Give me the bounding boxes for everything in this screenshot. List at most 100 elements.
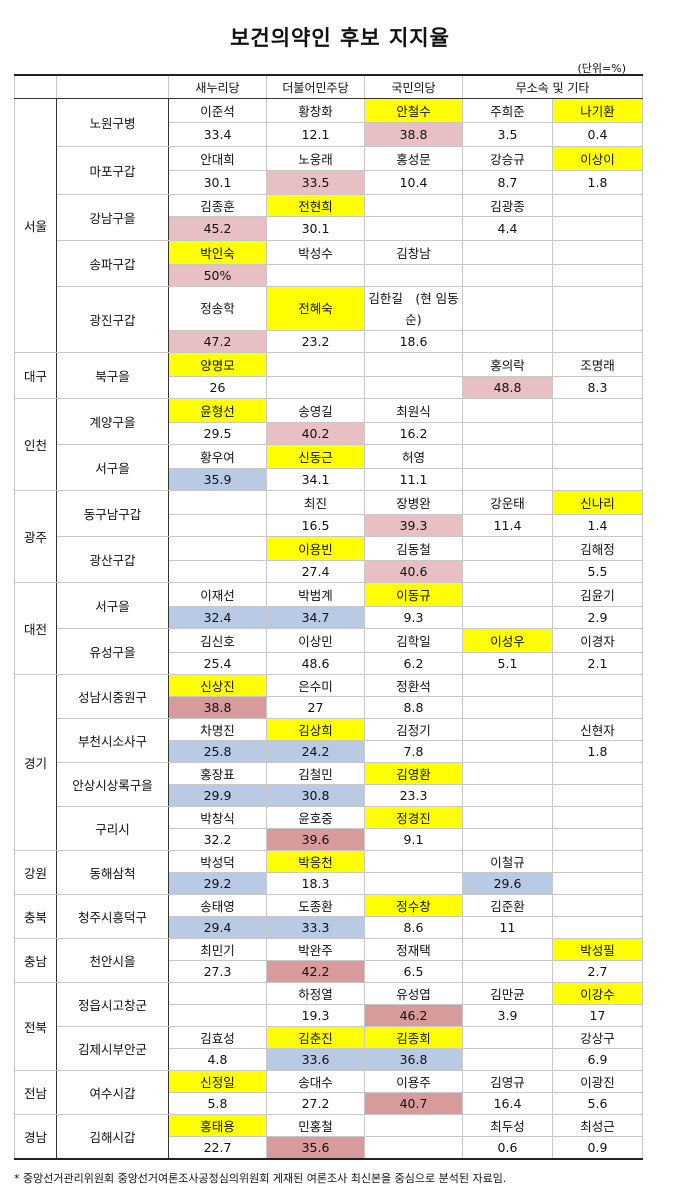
support-value: 19.3 (266, 1004, 365, 1027)
support-value: 4.4 (462, 216, 553, 241)
value-row: 38.8 27 8.8 (15, 696, 643, 719)
candidate-name: 유성엽 (364, 982, 463, 1005)
support-value (552, 872, 643, 895)
district-cell: 안상시상록구을 (56, 762, 169, 807)
candidate-name: 최성근 (552, 1114, 643, 1137)
candidate-row: 경남 김해시갑 홍태용 민홍철 최두성 최성근 (14, 1114, 643, 1159)
candidate-row: 인천 계양구을 윤형선 송영길 최원식 (14, 398, 643, 491)
region-cell: 경남 (14, 1114, 57, 1159)
candidate-name (462, 762, 553, 785)
support-value: 34.1 (266, 468, 365, 491)
candidate-name: 강승규 (462, 146, 553, 171)
candidate-name: 정환석 (364, 674, 463, 697)
candidate-name (462, 286, 553, 331)
header-kukmin: 국민의당 (364, 74, 463, 99)
support-value (462, 264, 553, 287)
candidate-name: 최민기 (168, 938, 267, 961)
candidate-row: 구리시 박창식 윤호중 정경진 (15, 806, 643, 851)
support-value: 47.2 (168, 330, 267, 353)
candidate-name: 안대희 (168, 146, 267, 171)
support-value: 30.8 (266, 784, 365, 807)
candidate-name: 윤호중 (266, 806, 365, 829)
support-value (462, 560, 553, 583)
support-value (552, 784, 643, 807)
region-cell: 인천 (14, 398, 57, 491)
support-value: 42.2 (266, 960, 365, 983)
candidate-name: 강상구 (552, 1026, 643, 1049)
candidate-name: 홍태용 (168, 1114, 267, 1137)
support-value: 3.5 (462, 122, 553, 147)
support-value: 11.4 (462, 514, 553, 537)
footnote: * 중앙선거관리위원회 중앙선거여론조사공정심의위원회 게재된 여론조사 최신본… (14, 1172, 507, 1185)
support-value: 32.4 (168, 606, 267, 629)
candidate-name: 이상이 (552, 146, 643, 171)
support-value: 11.1 (364, 468, 463, 491)
support-value (462, 1048, 553, 1071)
candidate-row: 대전 서구을 이재선 박범계 이동규 김윤기 (14, 582, 643, 675)
support-value: 9.3 (364, 606, 463, 629)
support-value (552, 216, 643, 241)
support-value: 8.3 (552, 376, 643, 399)
value-row: 22.7 35.6 0.6 0.9 (15, 1136, 643, 1159)
support-value: 16.5 (266, 514, 365, 537)
table-body: 서울 노원구병 이준석 황창화 안철수 주희준 나기환 33.4 12.1 38.8 3.5 0.4 마… (14, 98, 643, 1159)
district-cell: 여수시갑 (56, 1070, 169, 1115)
candidate-name: 박창식 (168, 806, 267, 829)
value-row: 29.2 18.3 29.6 (15, 872, 643, 895)
candidate-row: 경기 성남시중원구 신상진 은수미 정환석 (14, 674, 643, 851)
region-cell: 전북 (14, 982, 57, 1071)
support-value: 3.9 (462, 1004, 553, 1027)
support-value: 40.7 (364, 1092, 463, 1115)
candidate-name: 신정일 (168, 1070, 267, 1093)
candidate-name: 홍장표 (168, 762, 267, 785)
candidate-name (552, 674, 643, 697)
candidate-name: 홍의락 (462, 352, 553, 377)
district-cell: 부천시소사구 (56, 718, 169, 763)
support-value: 40.2 (266, 422, 365, 445)
candidate-name (552, 194, 643, 217)
candidate-row: 광산구갑 이용빈 김동철 김해정 (15, 536, 643, 583)
candidate-row: 대구 북구을 양명모 홍의락 조명래 (14, 352, 643, 399)
support-value: 27.4 (266, 560, 365, 583)
candidate-name: 김영환 (364, 762, 463, 785)
candidate-name: 김종훈 (168, 194, 267, 217)
support-value: 38.8 (364, 122, 463, 147)
district-cell: 북구을 (56, 352, 169, 399)
candidate-name (168, 982, 267, 1005)
district-cell: 김제시부안군 (56, 1026, 169, 1071)
region-cell: 대전 (14, 582, 57, 675)
support-value: 16.4 (462, 1092, 553, 1115)
candidate-name: 최진 (266, 490, 365, 515)
candidate-name: 김효성 (168, 1026, 267, 1049)
support-value: 24.2 (266, 740, 365, 763)
candidate-name: 조명래 (552, 352, 643, 377)
district-cell: 천안시을 (56, 938, 169, 983)
value-row: 5.8 27.2 40.7 16.4 5.6 (15, 1092, 643, 1115)
candidate-name: 정수창 (364, 894, 463, 917)
header-minjoo: 더불어민주당 (266, 74, 365, 99)
support-value (462, 784, 553, 807)
candidate-name (462, 240, 553, 265)
district-cell: 계양구을 (56, 398, 169, 445)
candidate-name: 김춘진 (266, 1026, 365, 1049)
support-value: 33.3 (266, 916, 365, 939)
support-value: 8.6 (364, 916, 463, 939)
candidate-name: 도종환 (266, 894, 365, 917)
region-cell: 서울 (14, 98, 57, 353)
support-value: 39.3 (364, 514, 463, 537)
support-value (462, 422, 553, 445)
candidate-name: 이철규 (462, 850, 553, 873)
candidate-name: 김준환 (462, 894, 553, 917)
candidate-row: 광주 동구남구갑 최진 장병완 강운태 신나리 (14, 490, 643, 583)
candidate-name: 김한길 (현 임동순) (364, 286, 463, 331)
candidate-name: 김학일 (364, 628, 463, 653)
support-value: 46.2 (364, 1004, 463, 1027)
region-cell: 전남 (14, 1070, 57, 1115)
support-value (462, 740, 553, 763)
candidate-name: 이동규 (364, 582, 463, 607)
candidate-name: 김해정 (552, 536, 643, 561)
support-value: 48.6 (266, 652, 365, 675)
candidate-name: 최원식 (364, 398, 463, 423)
candidate-name: 나기환 (552, 98, 643, 123)
support-value (168, 560, 267, 583)
